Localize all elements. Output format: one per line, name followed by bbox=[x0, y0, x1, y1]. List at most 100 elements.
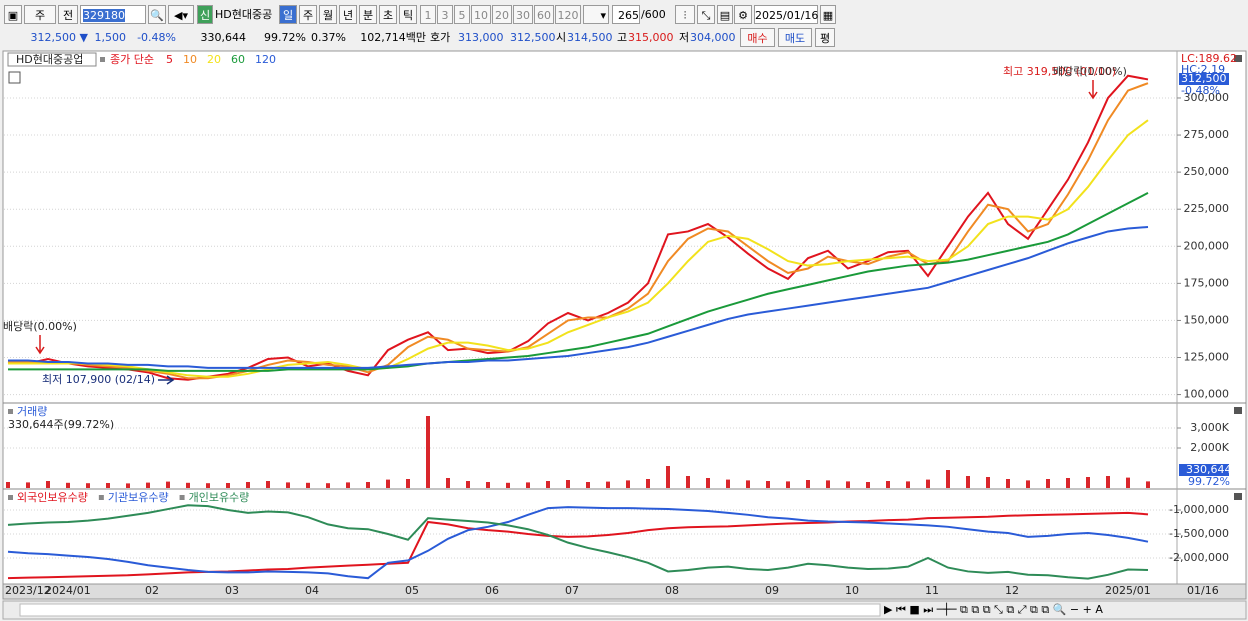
legend-marker bbox=[8, 409, 13, 414]
x-tick-label: 02 bbox=[145, 584, 159, 597]
volume-bar bbox=[806, 480, 810, 488]
legend-entry: 10 bbox=[183, 53, 197, 66]
open: 314,500 bbox=[567, 31, 613, 44]
x-tick-label: 09 bbox=[765, 584, 779, 597]
interval-button[interactable]: 3 bbox=[437, 5, 453, 24]
series-line bbox=[8, 119, 1149, 378]
market-select[interactable]: 주 bbox=[24, 5, 56, 24]
x-tick-label: 03 bbox=[225, 584, 239, 597]
legend-entry: 기관보유수량 bbox=[108, 491, 169, 504]
panel-title: HD현대중공업 bbox=[16, 53, 83, 66]
y-tick-label: 200,000 bbox=[1184, 239, 1230, 252]
settings-button[interactable]: ⚙ bbox=[734, 5, 752, 24]
volume-bar bbox=[26, 482, 30, 488]
bid: 312,500 bbox=[510, 31, 556, 44]
volume-bar bbox=[1106, 476, 1110, 488]
x-tick-label: 10 bbox=[845, 584, 859, 597]
menu-icon[interactable]: ▣ bbox=[4, 5, 22, 24]
period-button[interactable]: 년 bbox=[339, 5, 357, 24]
volume-bar bbox=[366, 482, 370, 488]
volume-bar bbox=[466, 481, 470, 488]
series-line bbox=[7, 506, 1149, 580]
y-tick-label: 275,000 bbox=[1184, 128, 1230, 141]
volume-bar bbox=[506, 482, 510, 488]
x-last-label: 01/16 bbox=[1187, 584, 1219, 597]
panel-menu[interactable] bbox=[1234, 493, 1242, 500]
panel-menu[interactable] bbox=[1234, 55, 1242, 62]
volume-bar bbox=[866, 482, 870, 488]
turnover: 0.37% bbox=[311, 31, 346, 44]
volume-bar bbox=[486, 482, 490, 488]
interval-button[interactable]: 20 bbox=[492, 5, 512, 24]
period-button[interactable]: 분 bbox=[359, 5, 377, 24]
interval-button[interactable]: 60 bbox=[534, 5, 554, 24]
volume-ratio: 99.72% bbox=[264, 31, 306, 44]
tool-button[interactable]: ⤡ bbox=[697, 5, 715, 24]
side-label: -0.48% bbox=[1181, 84, 1220, 97]
search-button[interactable]: 🔍 bbox=[148, 5, 166, 24]
volume-bar bbox=[566, 480, 570, 488]
calendar-button[interactable]: ▦ bbox=[820, 5, 836, 24]
annotation-arrow bbox=[1088, 80, 1098, 100]
volume-bar bbox=[186, 482, 190, 488]
volume-bar bbox=[746, 480, 750, 488]
sound-button[interactable]: ◀▾ bbox=[168, 5, 194, 24]
code-input[interactable]: 329180 bbox=[80, 5, 146, 24]
stock-name: HD현대중공 bbox=[215, 8, 273, 21]
x-tick-label: 2023/12 bbox=[5, 584, 51, 597]
price-box bbox=[1179, 73, 1229, 85]
date-input[interactable]: 2025/01/16 bbox=[754, 5, 818, 24]
annotation: 최저 107,900 (02/14) bbox=[42, 373, 155, 386]
side-label: 312,500 bbox=[1181, 72, 1227, 85]
chart-type-button[interactable]: ⫶ bbox=[675, 5, 695, 24]
annotation-arrow bbox=[35, 335, 45, 355]
legend-entry: 60 bbox=[231, 53, 245, 66]
x-tick-label: 11 bbox=[925, 584, 939, 597]
count-input[interactable]: 265 bbox=[612, 5, 640, 24]
x-axis-band bbox=[2, 583, 1247, 600]
sell-button[interactable]: 매도 bbox=[778, 28, 812, 47]
volume-bar bbox=[646, 479, 650, 488]
calendar-icon[interactable] bbox=[8, 71, 21, 84]
mode-button[interactable]: 전 bbox=[58, 5, 78, 24]
y-tick-label: 3,000K bbox=[1190, 421, 1229, 434]
quote-label: 호가 bbox=[430, 31, 451, 44]
interval-dropdown[interactable]: ▾ bbox=[583, 5, 609, 24]
y-tick-label: 225,000 bbox=[1184, 202, 1230, 215]
volume-bar bbox=[986, 477, 990, 488]
y-tick-label: -1,500,000 bbox=[1169, 527, 1229, 540]
volume-bar bbox=[1146, 481, 1150, 488]
legend-marker bbox=[98, 495, 104, 500]
volume-bar bbox=[1066, 478, 1070, 488]
avg-button[interactable]: 평 bbox=[815, 28, 835, 47]
save-button[interactable]: ▤ bbox=[717, 5, 733, 24]
legend-entry: 5 bbox=[166, 53, 173, 66]
volume-bar bbox=[886, 481, 890, 488]
interval-button[interactable]: 10 bbox=[471, 5, 491, 24]
ask: 313,000 bbox=[458, 31, 504, 44]
volume-bar bbox=[726, 479, 730, 488]
annotation: 배당락(0.00%) bbox=[3, 320, 77, 333]
period-button[interactable]: 틱 bbox=[399, 5, 417, 24]
x-tick-label: 2024/01 bbox=[45, 584, 91, 597]
low: 304,000 bbox=[690, 31, 736, 44]
volume-bar bbox=[966, 476, 970, 488]
scroll-controls[interactable]: ▶ ⏮ ■ ⏭ ─┼─ ⧉ ⧉ ⧉ ⤡ ⧉ ⤢ ⧉ ⧉ 🔍 − + A bbox=[884, 602, 1103, 616]
period-button[interactable]: 월 bbox=[319, 5, 337, 24]
interval-button[interactable]: 1 bbox=[420, 5, 436, 24]
interval-button[interactable]: 120 bbox=[555, 5, 581, 24]
volume-bar bbox=[126, 483, 130, 488]
scroll-thumb[interactable] bbox=[19, 603, 881, 617]
series-line bbox=[7, 504, 1149, 580]
volume-bar bbox=[286, 482, 290, 488]
interval-button[interactable]: 30 bbox=[513, 5, 533, 24]
buy-button[interactable]: 매수 bbox=[740, 28, 775, 47]
panel-menu[interactable] bbox=[1234, 407, 1242, 414]
legend-marker bbox=[100, 57, 105, 62]
period-button[interactable]: 주 bbox=[299, 5, 317, 24]
volume-bar bbox=[626, 480, 630, 488]
period-button[interactable]: 일 bbox=[279, 5, 297, 24]
period-button[interactable]: 초 bbox=[379, 5, 397, 24]
interval-button[interactable]: 5 bbox=[454, 5, 470, 24]
volume-bar bbox=[246, 482, 250, 488]
